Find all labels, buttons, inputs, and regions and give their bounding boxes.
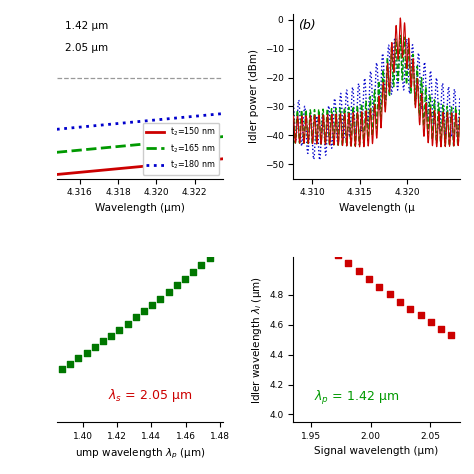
Point	[132, 314, 140, 321]
Point	[345, 259, 352, 267]
Y-axis label: Idler power (dBm): Idler power (dBm)	[249, 49, 259, 144]
Point	[293, 214, 301, 222]
Text: $\lambda_p$ = 1.42 μm: $\lambda_p$ = 1.42 μm	[313, 389, 399, 407]
Point	[365, 275, 373, 283]
Point	[314, 233, 321, 241]
X-axis label: Signal wavelength (μm): Signal wavelength (μm)	[314, 446, 438, 456]
Text: $\lambda_s$ = 2.05 μm: $\lambda_s$ = 2.05 μm	[109, 387, 192, 404]
Point	[386, 291, 393, 298]
Point	[165, 288, 173, 296]
Point	[148, 301, 156, 309]
Point	[198, 261, 205, 269]
Point	[74, 355, 82, 362]
Point	[303, 224, 311, 232]
Point	[140, 308, 148, 315]
Text: 1.42 μm: 1.42 μm	[64, 21, 108, 31]
Point	[417, 312, 424, 319]
Point	[181, 275, 189, 283]
Point	[66, 360, 74, 368]
Text: (b): (b)	[298, 18, 316, 32]
Point	[334, 251, 342, 258]
Text: 2.05 μm: 2.05 μm	[64, 43, 108, 53]
Point	[406, 305, 414, 312]
Y-axis label: Idler wavelength $\lambda_i$ (μm): Idler wavelength $\lambda_i$ (μm)	[250, 276, 264, 403]
Point	[156, 295, 164, 302]
X-axis label: Wavelength (μ: Wavelength (μ	[338, 203, 414, 213]
Point	[190, 268, 197, 276]
Point	[124, 320, 131, 328]
Point	[91, 343, 99, 351]
Point	[173, 282, 181, 289]
Point	[447, 331, 455, 339]
Point	[116, 326, 123, 333]
Point	[396, 298, 404, 305]
X-axis label: ump wavelength $\lambda_p$ (μm): ump wavelength $\lambda_p$ (μm)	[75, 446, 205, 461]
Point	[375, 283, 383, 291]
Point	[324, 242, 332, 250]
Point	[427, 319, 435, 326]
Point	[206, 254, 213, 262]
Point	[99, 337, 107, 345]
Point	[355, 267, 363, 275]
Legend: t$_2$=150 nm, t$_2$=165 nm, t$_2$=180 nm: t$_2$=150 nm, t$_2$=165 nm, t$_2$=180 nm	[143, 123, 219, 174]
Point	[83, 349, 91, 356]
Point	[438, 325, 445, 332]
X-axis label: Wavelength (μm): Wavelength (μm)	[95, 203, 185, 213]
Point	[58, 365, 66, 373]
Point	[108, 332, 115, 339]
